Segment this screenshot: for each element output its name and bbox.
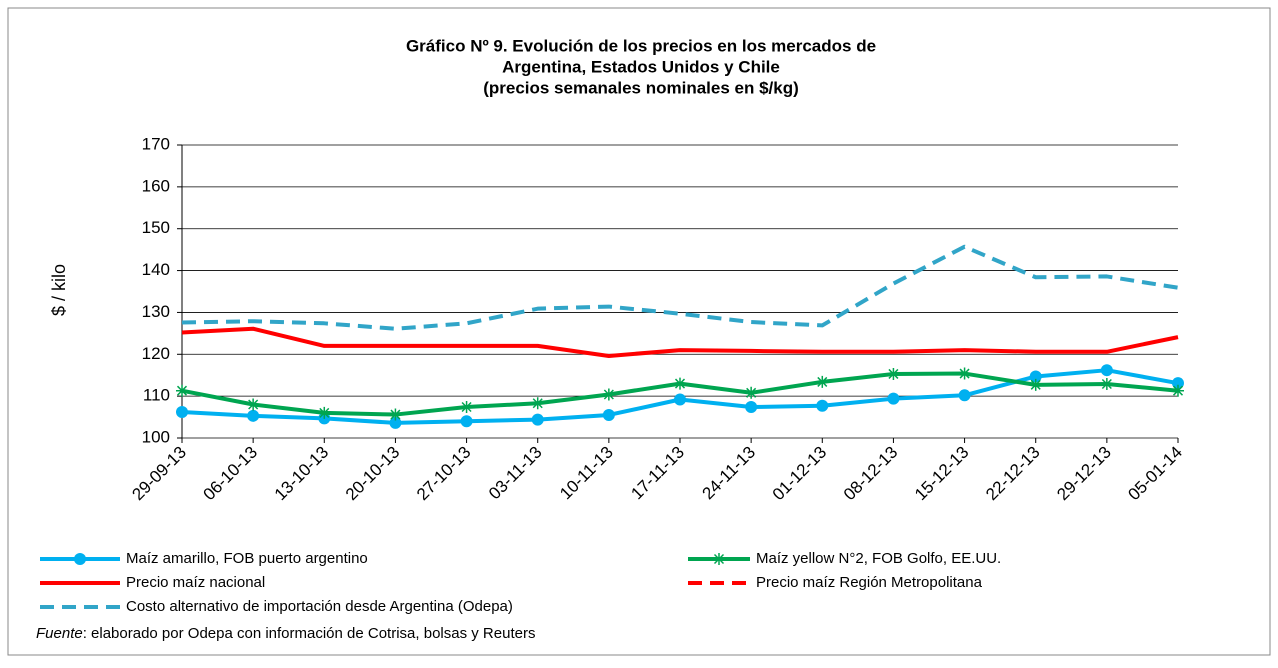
point [674, 393, 686, 406]
point [887, 367, 900, 380]
point [1172, 377, 1184, 390]
point [1100, 378, 1113, 391]
point [531, 413, 544, 426]
y-tick-label: 140 [142, 260, 170, 279]
y-tick-label: 150 [142, 218, 170, 237]
y-tick-label: 160 [142, 176, 170, 195]
point [887, 392, 900, 405]
point [531, 397, 544, 410]
y-tick-label: 120 [142, 344, 170, 363]
point [176, 384, 188, 397]
point [816, 399, 829, 412]
point [745, 401, 758, 414]
legend-label: Maíz yellow N°2, FOB Golfo, EE.UU. [756, 550, 1001, 567]
point [74, 553, 86, 565]
point [1172, 384, 1184, 397]
y-tick-label: 170 [142, 134, 170, 153]
point [745, 386, 758, 399]
point [816, 375, 829, 388]
point [958, 367, 971, 380]
source: Fuente: elaborado por Odepa con informac… [36, 625, 535, 642]
y-tick-label: 100 [142, 427, 170, 446]
y-axis-label: $ / kilo [49, 264, 69, 316]
chart-title: (precios semanales nominales en $/kg) [483, 78, 799, 97]
point [674, 377, 686, 390]
point [602, 408, 615, 421]
point [176, 406, 188, 419]
point [1029, 378, 1042, 391]
source-label: Fuente [36, 625, 83, 642]
point [713, 553, 725, 565]
chart-title: Argentina, Estados Unidos y Chile [502, 57, 780, 76]
point [460, 415, 473, 428]
series-line [181, 326, 1179, 358]
y-tick-label: 130 [142, 302, 170, 321]
point [602, 388, 615, 401]
point [389, 416, 402, 429]
source-text: : elaborado por Odepa con información de… [83, 625, 536, 642]
point [958, 389, 971, 402]
point [1029, 370, 1042, 383]
y-tick-label: 110 [143, 386, 170, 405]
series-line [181, 244, 1179, 331]
point [460, 401, 473, 414]
legend-label: Maíz amarillo, FOB puerto argentino [126, 550, 368, 567]
point [318, 406, 331, 419]
legend-label: Precio maíz nacional [126, 574, 265, 591]
point [389, 408, 402, 421]
point [1100, 364, 1113, 377]
point [247, 398, 260, 411]
point [247, 409, 260, 422]
legend-label: Costo alternativo de importación desde A… [126, 598, 513, 615]
chart-title: Gráfico Nº 9. Evolución de los precios e… [406, 36, 876, 55]
legend-label: Precio maíz Región Metropolitana [756, 574, 983, 591]
